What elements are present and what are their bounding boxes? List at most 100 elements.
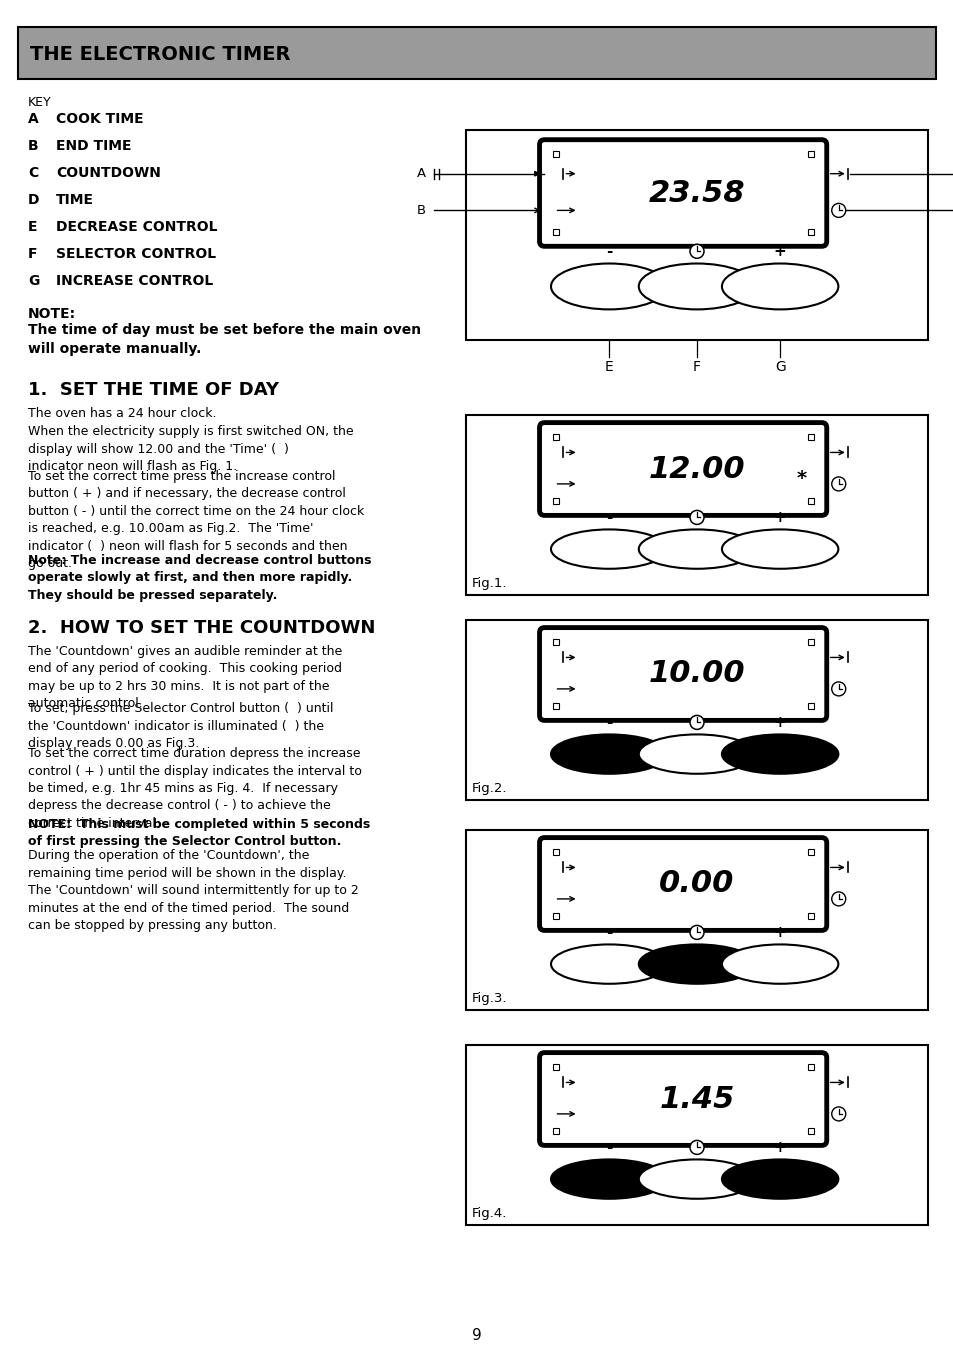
Circle shape [689, 716, 703, 730]
Text: G: G [774, 359, 784, 374]
Text: To set the correct time duration depress the increase
control ( + ) until the di: To set the correct time duration depress… [28, 747, 361, 830]
Text: E: E [28, 220, 37, 234]
Text: INCREASE CONTROL: INCREASE CONTROL [56, 274, 213, 288]
Text: THE ELECTRONIC TIMER: THE ELECTRONIC TIMER [30, 45, 291, 63]
Text: B: B [416, 204, 426, 218]
Text: TIME: TIME [56, 193, 94, 207]
Text: 0.00: 0.00 [659, 870, 734, 898]
Ellipse shape [639, 530, 755, 569]
Text: *: * [796, 469, 806, 489]
Bar [807, 639, 813, 644]
Bar [552, 1063, 558, 1070]
Text: 2.  HOW TO SET THE COUNTDOWN: 2. HOW TO SET THE COUNTDOWN [28, 619, 375, 636]
Text: -: - [605, 243, 612, 259]
Bar [552, 848, 558, 855]
Ellipse shape [721, 735, 838, 774]
Text: -: - [605, 925, 612, 940]
Text: E: E [604, 359, 613, 374]
Text: A: A [28, 112, 39, 126]
Text: During the operation of the 'Countdown', the
remaining time period will be shown: During the operation of the 'Countdown',… [28, 850, 358, 932]
Text: 1.  SET THE TIME OF DAY: 1. SET THE TIME OF DAY [28, 381, 278, 399]
Text: KEY: KEY [28, 96, 51, 109]
Text: 1.45: 1.45 [659, 1085, 734, 1113]
Text: To set, press the Selector Control button (  ) until
the 'Countdown' indicator i: To set, press the Selector Control butto… [28, 703, 334, 750]
Text: COUNTDOWN: COUNTDOWN [56, 166, 161, 180]
Ellipse shape [721, 1159, 838, 1198]
Text: Fig.4.: Fig.4. [472, 1206, 507, 1220]
FancyBboxPatch shape [539, 838, 826, 931]
Bar [552, 499, 558, 504]
Text: -: - [605, 715, 612, 730]
Bar [807, 913, 813, 920]
Bar [807, 434, 813, 439]
Text: To set the correct time press the increase control
button ( + ) and if necessary: To set the correct time press the increa… [28, 470, 364, 570]
Bar [807, 151, 813, 157]
Circle shape [689, 1140, 703, 1154]
Circle shape [831, 477, 845, 490]
Text: Note: The increase and decrease control buttons
operate slowly at first, and the: Note: The increase and decrease control … [28, 554, 371, 603]
Text: Fig.3.: Fig.3. [472, 992, 507, 1005]
Text: NOTE:  This must be completed within 5 seconds
of first pressing the Selector Co: NOTE: This must be completed within 5 se… [28, 817, 370, 848]
Bar [552, 230, 558, 235]
Ellipse shape [551, 944, 667, 984]
Text: +: + [773, 1140, 785, 1155]
Text: The 'Countdown' gives an audible reminder at the
end of any period of cooking.  : The 'Countdown' gives an audible reminde… [28, 644, 342, 711]
Text: 9: 9 [472, 1328, 481, 1343]
Text: B: B [28, 139, 38, 153]
Bar [552, 1128, 558, 1135]
Circle shape [831, 892, 845, 907]
Text: When the electricity supply is first switched ON, the
display will show 12.00 an: When the electricity supply is first swi… [28, 426, 354, 473]
Text: END TIME: END TIME [56, 139, 132, 153]
Text: Fig.1.: Fig.1. [472, 577, 507, 590]
FancyBboxPatch shape [539, 1052, 826, 1146]
Ellipse shape [721, 944, 838, 984]
Circle shape [689, 925, 703, 939]
FancyBboxPatch shape [465, 415, 927, 594]
Text: F: F [692, 359, 700, 374]
Circle shape [689, 245, 703, 258]
Text: 23.58: 23.58 [648, 178, 744, 208]
Text: G: G [28, 274, 39, 288]
Ellipse shape [639, 263, 755, 309]
Bar [807, 848, 813, 855]
FancyBboxPatch shape [539, 423, 826, 515]
FancyBboxPatch shape [18, 27, 935, 78]
Bar [552, 639, 558, 644]
Ellipse shape [639, 944, 755, 984]
FancyBboxPatch shape [465, 830, 927, 1011]
Text: COOK TIME: COOK TIME [56, 112, 144, 126]
FancyBboxPatch shape [539, 628, 826, 720]
Ellipse shape [551, 1159, 667, 1198]
Text: The time of day must be set before the main oven
will operate manually.: The time of day must be set before the m… [28, 323, 420, 357]
Circle shape [689, 511, 703, 524]
Circle shape [831, 204, 845, 218]
Text: D: D [28, 193, 39, 207]
Bar [807, 230, 813, 235]
Text: 12.00: 12.00 [648, 454, 744, 484]
Text: -: - [605, 509, 612, 526]
Ellipse shape [721, 530, 838, 569]
Text: +: + [773, 715, 785, 730]
Text: Fig.2.: Fig.2. [472, 782, 507, 794]
Bar [807, 704, 813, 709]
FancyBboxPatch shape [539, 139, 826, 246]
Text: F: F [28, 247, 37, 261]
FancyBboxPatch shape [465, 620, 927, 800]
Text: C: C [28, 166, 38, 180]
Ellipse shape [551, 530, 667, 569]
Text: NOTE:: NOTE: [28, 307, 76, 322]
Bar [552, 151, 558, 157]
Bar [807, 499, 813, 504]
Bar [552, 434, 558, 439]
Bar [552, 704, 558, 709]
Text: A: A [416, 168, 426, 180]
Ellipse shape [551, 263, 667, 309]
Ellipse shape [639, 1159, 755, 1198]
FancyBboxPatch shape [465, 130, 927, 340]
Text: The oven has a 24 hour clock.: The oven has a 24 hour clock. [28, 407, 216, 420]
FancyBboxPatch shape [465, 1046, 927, 1225]
Circle shape [831, 1106, 845, 1121]
Text: +: + [773, 925, 785, 940]
Text: +: + [773, 243, 785, 259]
Ellipse shape [721, 263, 838, 309]
